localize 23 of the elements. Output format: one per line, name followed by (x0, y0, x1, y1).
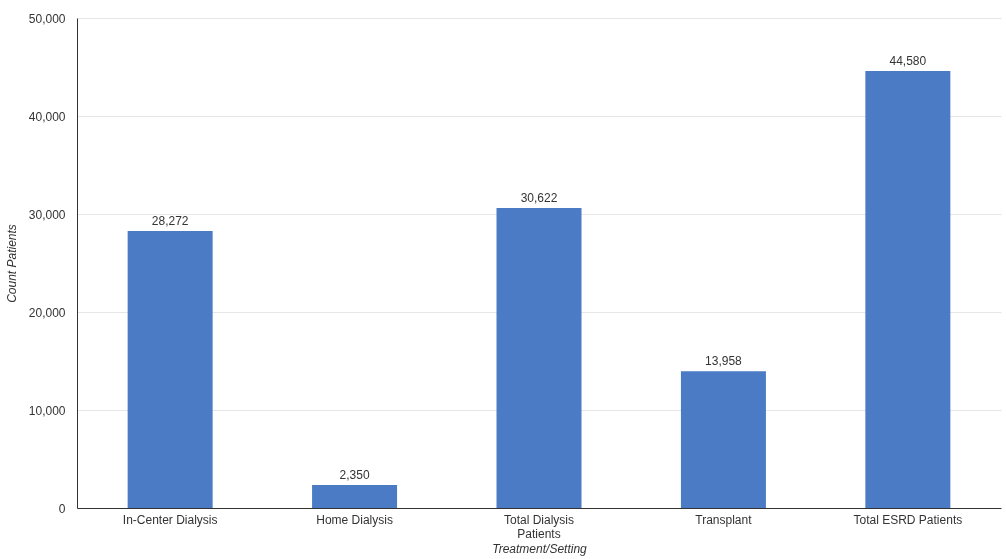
y-axis-title: Count Patients (4, 224, 19, 303)
bar (312, 484, 398, 508)
bar (865, 71, 951, 508)
y-tick-label: 40,000 (28, 109, 66, 124)
data-label: 13,958 (705, 354, 743, 369)
bar (127, 230, 213, 508)
y-tick-label: 10,000 (28, 403, 66, 418)
bar (680, 371, 766, 508)
x-axis-title: Treatment/Setting (492, 541, 588, 556)
y-tick-label: 0 (58, 501, 66, 516)
data-label: 28,272 (151, 213, 189, 228)
data-label: 2,350 (339, 467, 370, 482)
x-tick-label: In-Center Dialysis (122, 512, 218, 527)
x-tick-label: Home Dialysis (316, 512, 393, 527)
y-tick-label: 20,000 (28, 305, 66, 320)
x-tick-label: Total ESRD Patients (853, 512, 963, 527)
x-tick-label: Transplant (695, 512, 753, 527)
y-tick-label: 30,000 (28, 207, 66, 222)
data-label: 30,622 (520, 190, 558, 205)
data-label: 44,580 (889, 54, 927, 69)
bar (496, 207, 582, 508)
y-tick-label: 50,000 (28, 11, 66, 26)
x-tick-label: Total Dialysis Patients (503, 512, 575, 541)
